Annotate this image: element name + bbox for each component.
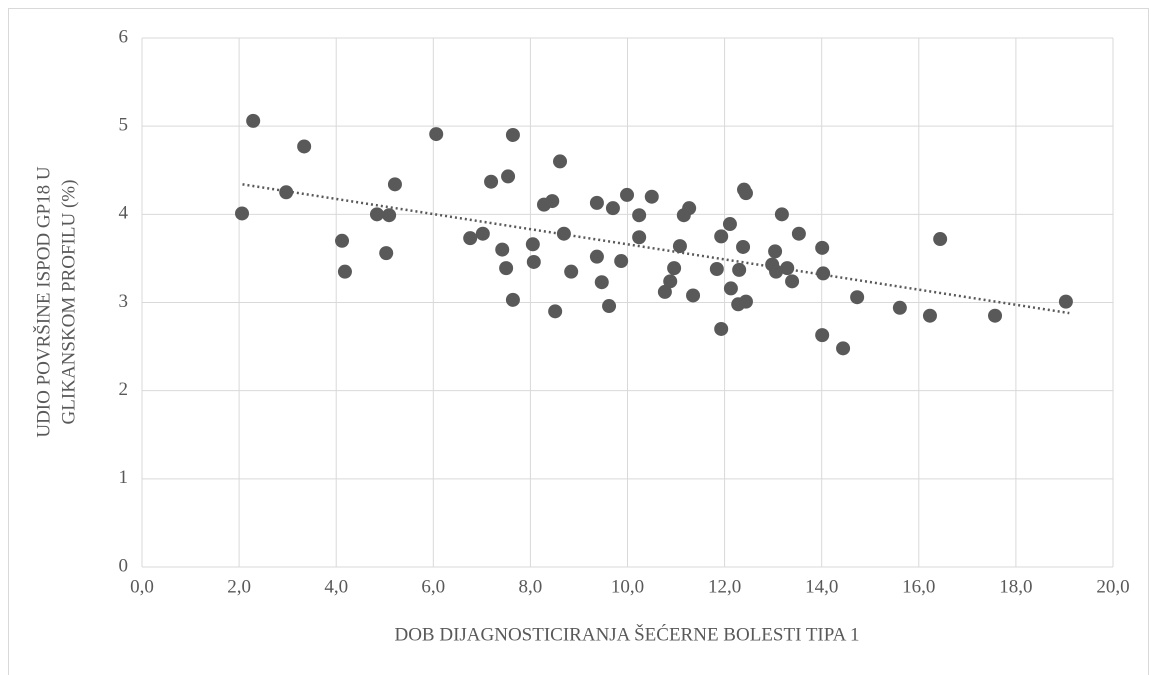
point — [553, 154, 568, 169]
point — [774, 207, 789, 222]
point — [738, 294, 753, 309]
point — [545, 194, 560, 209]
point — [246, 113, 261, 128]
point — [682, 201, 697, 216]
point — [714, 321, 729, 336]
x-tick-label: 20,0 — [1096, 576, 1129, 597]
point — [505, 127, 520, 142]
point — [768, 244, 783, 259]
point — [816, 266, 831, 281]
point — [463, 231, 478, 246]
point — [337, 264, 352, 279]
point — [297, 139, 312, 154]
point — [564, 264, 579, 279]
x-tick-label: 4,0 — [324, 576, 348, 597]
point — [988, 308, 1003, 323]
point — [620, 187, 635, 202]
point — [736, 239, 751, 254]
y-tick-label: 3 — [119, 291, 129, 312]
point — [235, 206, 250, 221]
trendline — [242, 183, 1070, 315]
point — [525, 237, 540, 252]
y-tick-label: 5 — [119, 115, 129, 136]
point — [475, 226, 490, 241]
point — [387, 177, 402, 192]
x-axis-title: DOB DIJAGNOSTICIRANJA ŠEĆERNE BOLESTI TI… — [394, 623, 859, 645]
x-tick-label: 16,0 — [902, 576, 935, 597]
point — [836, 341, 851, 356]
point — [605, 201, 620, 216]
point — [933, 232, 948, 247]
x-tick-label: 2,0 — [227, 576, 251, 597]
point — [594, 275, 609, 290]
point — [723, 281, 738, 296]
x-tick-label: 0,0 — [130, 576, 154, 597]
point — [632, 230, 647, 245]
point — [922, 308, 937, 323]
point — [850, 290, 865, 305]
point — [644, 189, 659, 204]
y-tick-label: 4 — [119, 203, 129, 224]
point — [663, 274, 678, 289]
point — [382, 208, 397, 223]
point — [722, 217, 737, 232]
x-tick-label: 8,0 — [519, 576, 543, 597]
x-tick-label: 10,0 — [611, 576, 644, 597]
chart-border — [8, 8, 1149, 675]
point — [714, 229, 729, 244]
y-axis-title-line: GLIKANSKOM PROFILU (%) — [58, 180, 79, 425]
point — [738, 186, 753, 201]
point — [429, 127, 444, 142]
point — [672, 239, 687, 254]
point — [602, 299, 617, 314]
point — [548, 304, 563, 319]
point — [785, 274, 800, 289]
point — [495, 242, 510, 257]
x-tick-label: 12,0 — [708, 576, 741, 597]
point — [686, 288, 701, 303]
point — [589, 249, 604, 264]
x-tick-label: 14,0 — [805, 576, 838, 597]
point — [657, 284, 672, 299]
point — [279, 185, 294, 200]
y-tick-label: 0 — [119, 555, 129, 576]
point — [791, 226, 806, 241]
y-tick-label: 1 — [119, 467, 129, 488]
point — [815, 328, 830, 343]
point — [815, 240, 830, 255]
point — [632, 208, 647, 223]
point — [505, 292, 520, 307]
x-tick-label: 18,0 — [999, 576, 1032, 597]
y-axis-title: UDIO POVRŠINE ISPOD GP18 U GLIKANSKOM PR… — [32, 166, 79, 438]
point — [892, 300, 907, 315]
x-tick-label: 6,0 — [421, 576, 445, 597]
point — [614, 254, 629, 269]
point — [379, 246, 394, 261]
point — [709, 261, 724, 276]
point — [1058, 294, 1073, 309]
point — [501, 169, 516, 184]
point — [369, 207, 384, 222]
point — [335, 233, 350, 248]
point — [526, 254, 541, 269]
y-axis-title-line: UDIO POVRŠINE ISPOD GP18 U — [32, 166, 54, 438]
point — [667, 261, 682, 276]
point — [484, 174, 499, 189]
point — [589, 195, 604, 210]
point — [732, 262, 747, 277]
y-tick-label: 6 — [119, 26, 129, 47]
y-tick-label: 2 — [119, 379, 129, 400]
point — [499, 261, 514, 276]
